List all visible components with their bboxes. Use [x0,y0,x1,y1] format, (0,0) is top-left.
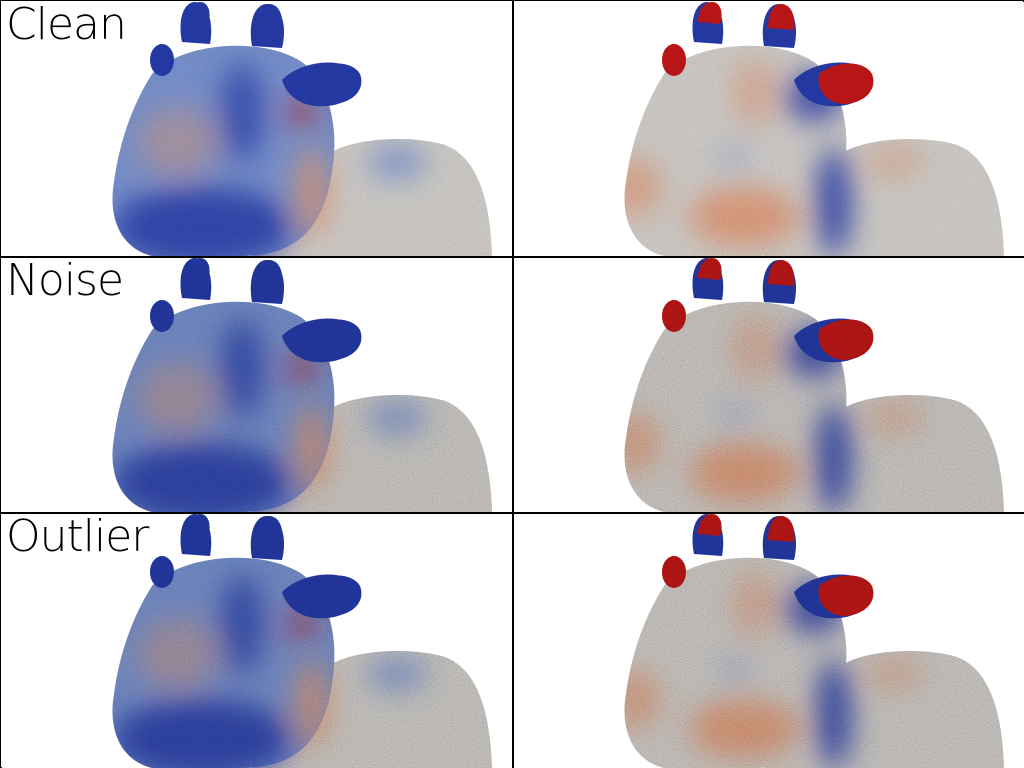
row-divider-1 [1,256,1023,258]
row-label-noise: Noise [6,255,124,306]
render-clean-right [514,2,1024,256]
cow-render [112,2,492,256]
render-noise-left [2,258,512,512]
row-divider-2 [1,512,1023,514]
render-outlier-left [2,514,512,768]
cow-render [624,2,1004,256]
row-label-clean: Clean [6,0,127,50]
cow-render [624,258,1004,512]
row-label-outlier: Outlier [6,511,149,562]
render-outlier-right [514,514,1024,768]
cow-render [112,258,492,512]
column-divider [512,1,514,767]
cow-render [624,514,1004,768]
render-noise-right [514,258,1024,512]
render-clean-left [2,2,512,256]
cow-render [112,514,492,768]
